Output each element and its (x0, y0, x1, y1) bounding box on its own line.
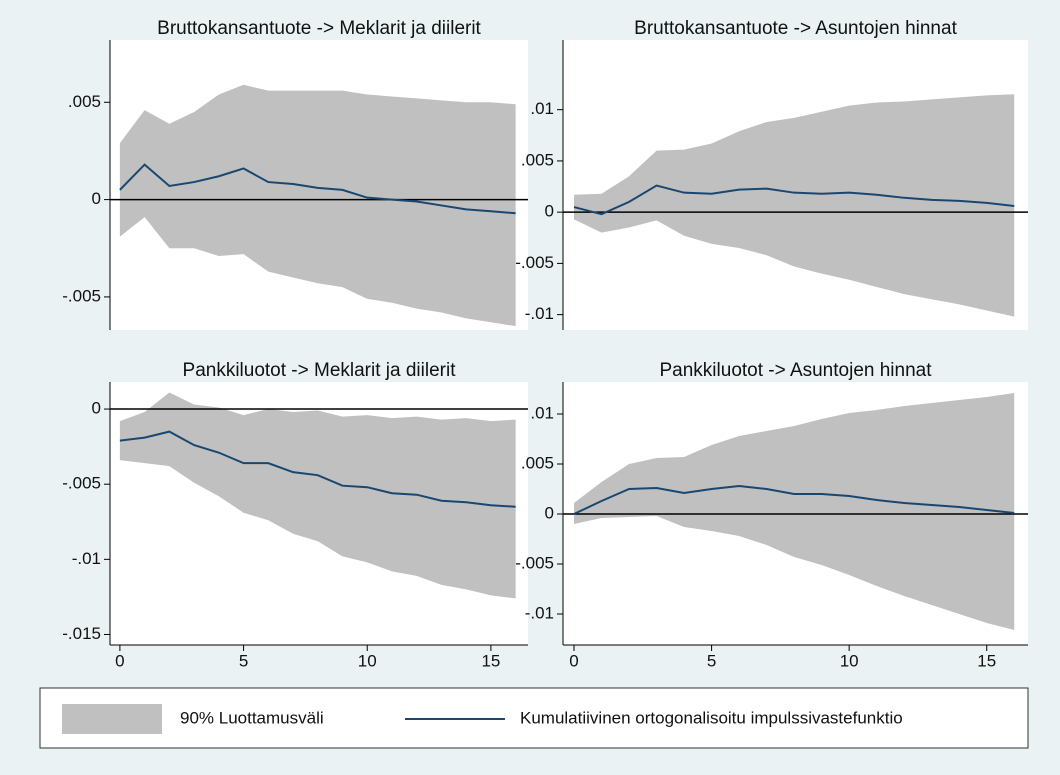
y-tick-label: 0 (545, 503, 554, 522)
y-tick-label: .005 (68, 92, 101, 111)
y-tick-label: -.005 (515, 553, 554, 572)
x-tick-label: 5 (707, 651, 716, 670)
y-tick-label: -.005 (62, 474, 101, 493)
panel-title: Bruttokansantuote -> Meklarit ja diileri… (157, 18, 481, 39)
response-line (573, 184, 1015, 216)
legend-label: 90% Luottamusväli (180, 708, 324, 727)
y-tick-label: .01 (530, 403, 554, 422)
panel (563, 393, 1028, 630)
panel-title: Pankkiluotot -> Meklarit ja diilerit (183, 360, 457, 381)
legend-label: Kumulatiivinen ortogonalisoitu impulssiv… (520, 708, 903, 727)
y-tick-label: 0 (545, 202, 554, 221)
panel (110, 84, 528, 327)
response-line (573, 484, 1015, 515)
y-tick-label: -.005 (515, 253, 554, 272)
x-tick-label: 0 (569, 651, 578, 670)
y-tick-label: -.01 (525, 304, 554, 323)
y-tick-label: -.015 (62, 624, 101, 643)
x-tick-label: 0 (115, 651, 124, 670)
y-tick-label: .005 (521, 453, 554, 472)
y-tick-label: .005 (521, 150, 554, 169)
x-tick-label: 15 (481, 651, 500, 670)
confidence-band (574, 94, 1015, 317)
response-line (119, 430, 516, 508)
y-tick-label: -.01 (525, 603, 554, 622)
legend-swatch-band (62, 704, 162, 734)
y-tick-label: -.01 (72, 549, 101, 568)
confidence-band (574, 393, 1015, 630)
panel (563, 94, 1028, 317)
y-tick-label: 0 (92, 189, 101, 208)
x-tick-label: 10 (840, 651, 859, 670)
x-tick-label: 10 (358, 651, 377, 670)
y-tick-label: -.005 (62, 286, 101, 305)
legend-box (39, 687, 1029, 749)
response-line (119, 163, 516, 215)
confidence-band (119, 84, 516, 327)
panel-title: Bruttokansantuote -> Asuntojen hinnat (634, 18, 957, 39)
x-tick-label: 15 (977, 651, 996, 670)
x-tick-label: 5 (239, 651, 248, 670)
y-tick-label: .01 (530, 99, 554, 118)
panel-title: Pankkiluotot -> Asuntojen hinnat (660, 360, 933, 381)
confidence-band (119, 392, 516, 599)
panel (110, 392, 528, 599)
y-tick-label: 0 (92, 399, 101, 418)
